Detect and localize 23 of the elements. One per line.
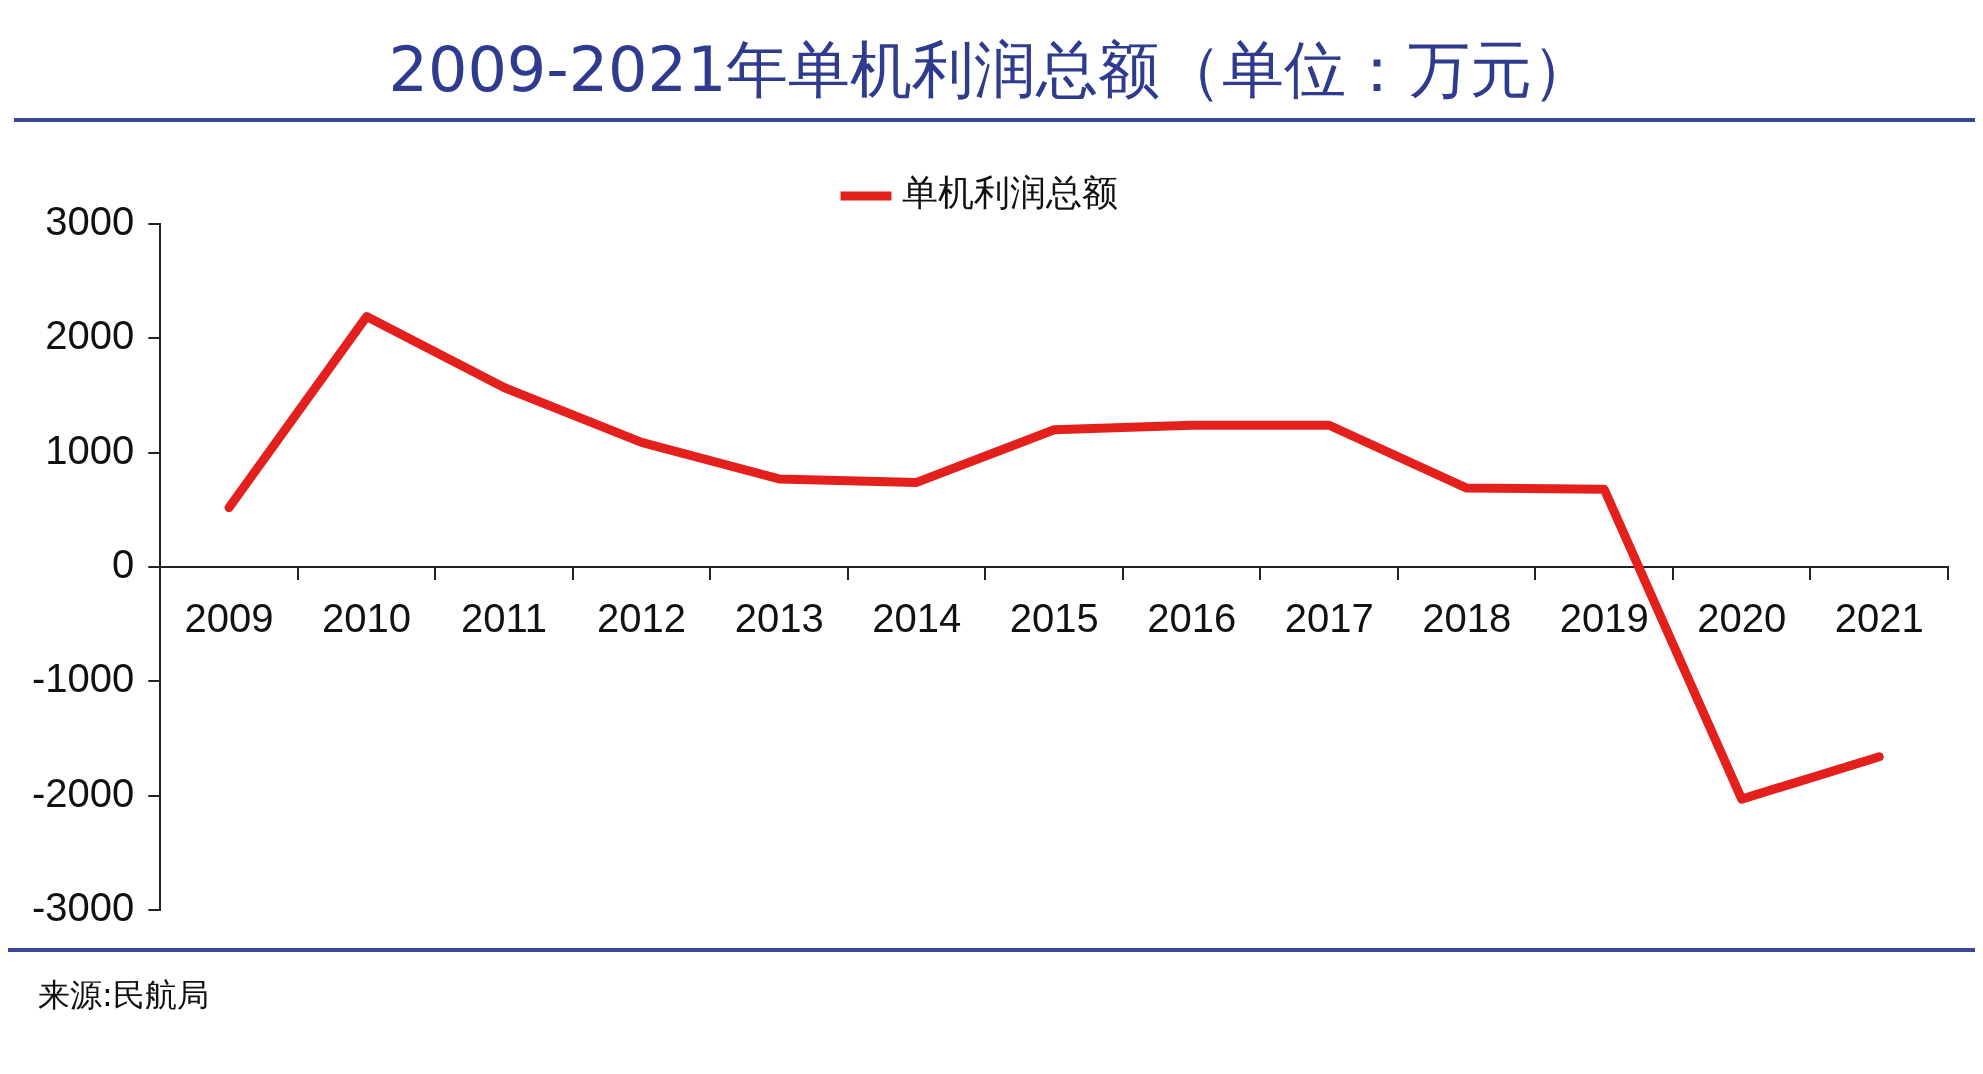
x-tick-label: 2009 [184, 596, 274, 641]
x-tick-label: 2016 [1147, 596, 1237, 641]
x-tick-label: 2012 [597, 596, 687, 641]
x-tick-label: 2020 [1697, 596, 1787, 641]
x-tick-label: 2021 [1834, 596, 1924, 641]
x-tick-label: 2011 [461, 596, 548, 641]
x-tick-label: 2014 [872, 596, 962, 641]
x-tick-label: 2010 [322, 596, 412, 641]
y-tick-label: 0 [112, 542, 135, 587]
x-tick-label: 2019 [1559, 596, 1649, 641]
legend-label: 单机利润总额 [902, 172, 1118, 214]
y-tick-label: -3000 [31, 885, 135, 930]
x-tick-label: 2017 [1284, 596, 1374, 641]
x-tick-label: 2018 [1422, 596, 1512, 641]
chart-title: 2009-2021年单机利润总额（单位：万元） [387, 32, 1596, 108]
y-tick-label: -1000 [31, 656, 135, 701]
y-tick-label: 2000 [45, 313, 135, 358]
source-note: 来源:民航局 [38, 975, 210, 1016]
y-tick-label: 3000 [45, 199, 135, 244]
y-tick-label: 1000 [45, 427, 135, 472]
x-tick-label: 2015 [1009, 596, 1099, 641]
x-tick-label: 2013 [734, 596, 824, 641]
y-tick-label: -2000 [31, 770, 135, 815]
